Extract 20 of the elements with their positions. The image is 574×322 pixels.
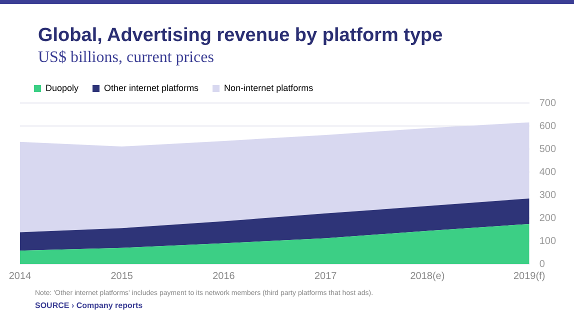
x-tick-label: 2014 (8, 270, 32, 282)
chart-title: Global, Advertising revenue by platform type (38, 25, 443, 47)
x-tick-label: 2017 (314, 270, 338, 282)
y-tick-label: 100 (539, 236, 556, 247)
y-tick-label: 400 (539, 166, 556, 178)
source-note: SOURCE › Company reports (35, 301, 143, 310)
x-tick-label: 2019(f) (513, 270, 546, 282)
legend-label: Non-internet platforms (224, 82, 314, 93)
y-tick-label: 700 (539, 98, 556, 109)
y-tick-label: 300 (539, 190, 556, 201)
chart-subtitle: US$ billions, current prices (38, 49, 214, 67)
y-tick-label: 0 (539, 258, 546, 270)
legend-label: Duopoly (46, 82, 80, 93)
x-tick-label: 2015 (110, 270, 134, 282)
y-tick-label: 200 (539, 212, 556, 224)
y-tick-label: 500 (539, 144, 556, 155)
y-tick-label: 600 (539, 120, 556, 132)
x-tick-label: 2018(e) (410, 270, 445, 282)
x-tick-label: 2016 (212, 270, 236, 282)
legend-label: Other internet platforms (104, 82, 200, 93)
